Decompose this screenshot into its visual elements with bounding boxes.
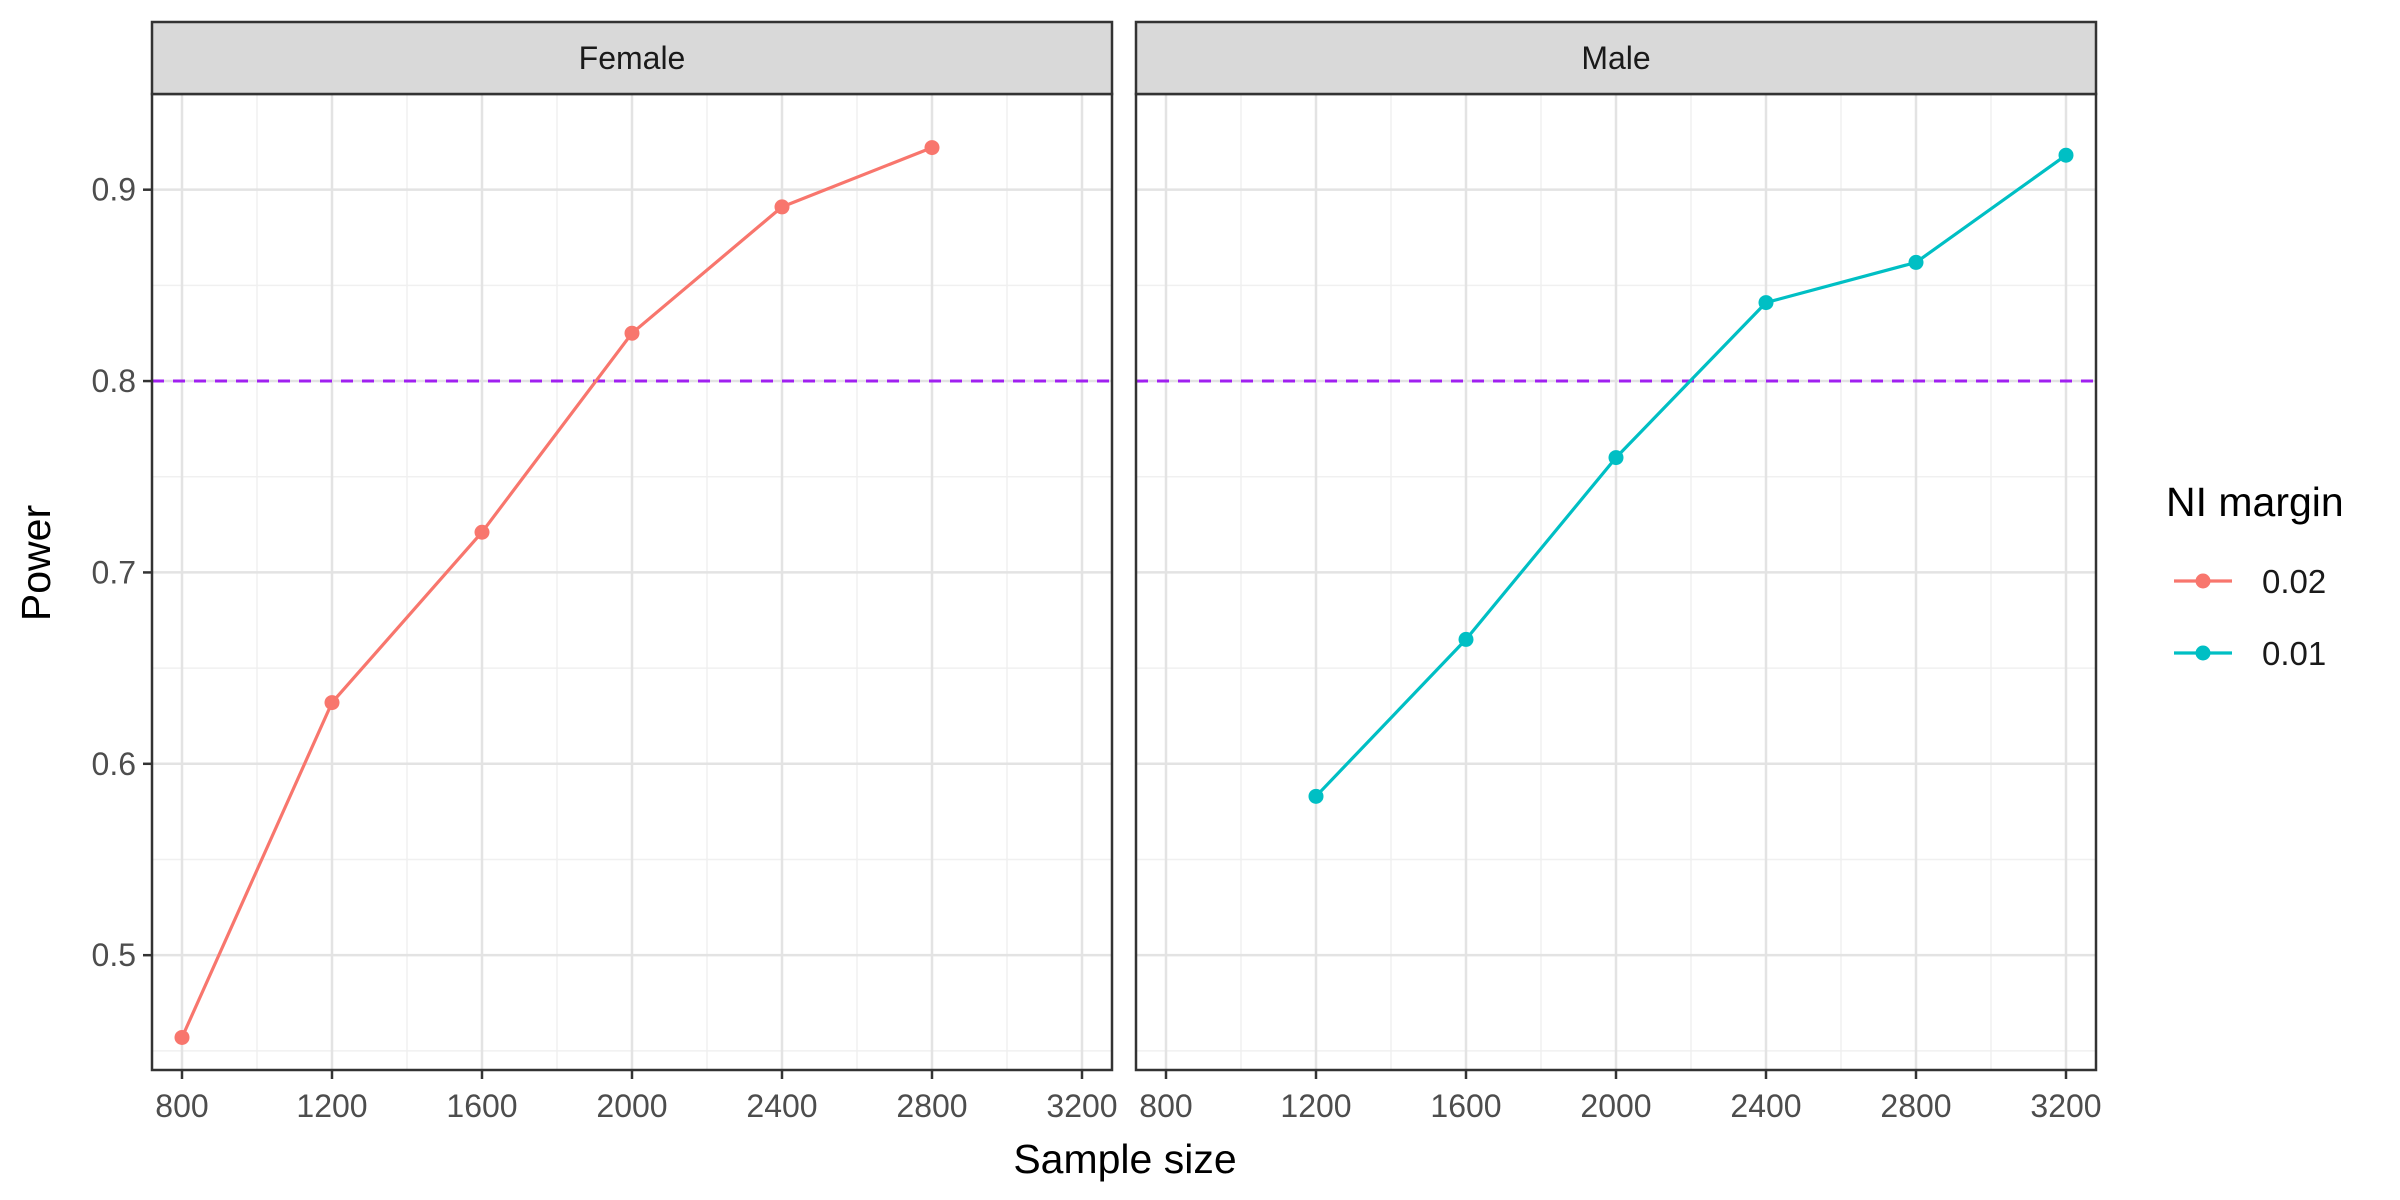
- facet-strip: [1134, 20, 2098, 96]
- data-point: [324, 695, 340, 711]
- legend-label-0.02: 0.02: [2262, 563, 2326, 600]
- series-line-0.02: [180, 146, 933, 1039]
- x-axis-title: Sample size: [1013, 1136, 1236, 1182]
- x-tick-label: 2800: [896, 1088, 967, 1124]
- data-point: [1458, 631, 1474, 647]
- x-tick-label: 1600: [1430, 1088, 1501, 1124]
- y-tick-label: 0.5: [92, 937, 136, 973]
- legend-title: NI margin: [2166, 479, 2344, 525]
- x-tick-label: 2400: [746, 1088, 817, 1124]
- x-tick-label: 3200: [2030, 1088, 2101, 1124]
- x-tick-label: 800: [155, 1088, 208, 1124]
- data-point: [2058, 147, 2074, 163]
- y-tick-label: 0.7: [92, 554, 136, 590]
- legend-label-0.01: 0.01: [2262, 635, 2326, 672]
- series-line-0.01: [1314, 153, 2067, 798]
- y-tick-label: 0.6: [92, 746, 136, 782]
- y-axis-title: Power: [13, 505, 59, 621]
- data-point: [474, 524, 490, 540]
- x-tick-label: 2000: [596, 1088, 667, 1124]
- data-point: [174, 1029, 190, 1045]
- legend-key-point: [2195, 573, 2211, 589]
- data-point: [1308, 788, 1324, 804]
- panel-female: Female 800 1200 1600 2000 2400 2800 3200 0.5 0.6 0…: [92, 20, 1118, 1124]
- x-tick-label: 800: [1139, 1088, 1192, 1124]
- panels-layer: Female 800 1200 1600 2000 2400 2800 3200 0.5 0.6 0…: [92, 20, 2102, 1124]
- facet-strip: [150, 20, 1114, 96]
- x-tick-label: 1600: [446, 1088, 517, 1124]
- facet-strip-label: Male: [1581, 40, 1650, 76]
- legend: NI margin 0.02 0.01: [2166, 479, 2344, 672]
- data-point: [924, 140, 940, 156]
- x-tick-label: 2000: [1580, 1088, 1651, 1124]
- panel-male: Male 800 1200 1600 2000 2400 2800 3200: [1134, 20, 2102, 1124]
- x-tick-label: 1200: [1280, 1088, 1351, 1124]
- data-point: [1908, 254, 1924, 270]
- facet-strip-label: Female: [579, 40, 686, 76]
- x-tick-label: 2800: [1880, 1088, 1951, 1124]
- y-tick-label: 0.9: [92, 172, 136, 208]
- x-tick-label: 3200: [1046, 1088, 1117, 1124]
- x-tick-label: 1200: [296, 1088, 367, 1124]
- data-point: [1758, 295, 1774, 311]
- x-tick-label: 2400: [1730, 1088, 1801, 1124]
- data-point: [624, 325, 640, 341]
- data-point: [774, 199, 790, 215]
- y-tick-label: 0.8: [92, 363, 136, 399]
- data-point: [1608, 450, 1624, 466]
- legend-key-point: [2195, 645, 2211, 661]
